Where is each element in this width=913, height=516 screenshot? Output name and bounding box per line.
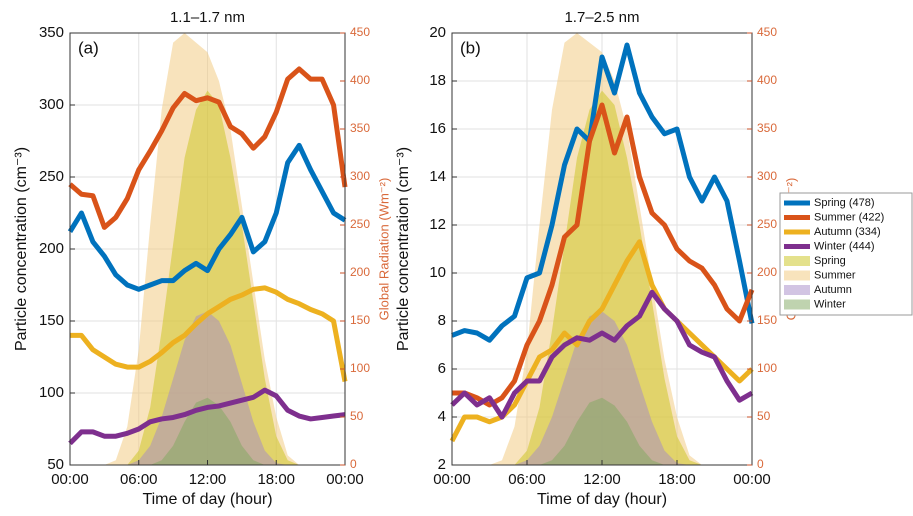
legend-label: Spring (478) — [814, 197, 875, 209]
legend-label: Winter — [814, 298, 846, 310]
y-tick-label: 16 — [429, 120, 446, 137]
x-tick-label: 00:00 — [326, 471, 364, 488]
radiation-area — [452, 90, 752, 465]
y2-tick-label: 300 — [757, 169, 777, 183]
y2-tick-label: 150 — [757, 313, 777, 327]
y2-tick-label: 100 — [350, 361, 370, 375]
radiation-area — [70, 397, 345, 465]
concentration-line — [67, 142, 347, 292]
radiation-area — [70, 311, 345, 465]
legend-label: Summer (422) — [814, 211, 884, 223]
concentration-line — [68, 387, 346, 446]
y2-tick-label: 50 — [757, 409, 771, 423]
legend-swatch — [784, 270, 810, 281]
legend-swatch — [784, 285, 810, 295]
y-tick-label: 300 — [39, 96, 64, 113]
legend-swatch — [784, 299, 810, 310]
radiation-area — [452, 311, 752, 465]
y-tick-label: 350 — [39, 24, 64, 41]
x-tick-label: 00:00 — [433, 471, 471, 488]
legend-label: Winter (444) — [814, 240, 875, 252]
y-tick-label: 50 — [47, 456, 64, 473]
radiation-area — [452, 397, 752, 465]
legend-label: Autumn — [814, 284, 852, 296]
y-tick-label: 14 — [429, 168, 446, 185]
y-tick-label: 6 — [438, 360, 446, 377]
y2-tick-label: 450 — [350, 25, 370, 39]
legend-label: Autumn (334) — [814, 226, 881, 238]
x-tick-label: 00:00 — [51, 471, 89, 488]
chart-title: 1.7–2.5 nm — [564, 9, 639, 26]
chart-title: 1.1–1.7 nm — [170, 9, 245, 26]
y-tick-label: 10 — [429, 264, 446, 281]
concentration-line — [450, 289, 754, 420]
x-tick-label: 00:00 — [733, 471, 771, 488]
y-tick-label: 2 — [438, 456, 446, 473]
x-tick-label: 12:00 — [583, 471, 621, 488]
y-tick-label: 18 — [429, 72, 446, 89]
legend-swatch — [784, 256, 810, 266]
concentration-line — [451, 42, 755, 343]
y-tick-label: 150 — [39, 312, 64, 329]
y2-tick-label: 450 — [757, 25, 777, 39]
y2-tick-label: 200 — [757, 265, 777, 279]
y2-tick-label: 350 — [350, 121, 370, 135]
panel-label: (b) — [460, 38, 481, 57]
y2-axis-label: Global Radiation (Wm⁻²) — [376, 178, 391, 321]
y-tick-label: 250 — [39, 168, 64, 185]
y2-tick-label: 400 — [350, 73, 370, 87]
y-tick-label: 100 — [39, 384, 64, 401]
y2-tick-label: 300 — [350, 169, 370, 183]
y2-tick-label: 250 — [757, 217, 777, 231]
x-tick-label: 18:00 — [658, 471, 696, 488]
x-tick-label: 18:00 — [257, 471, 295, 488]
concentration-line — [452, 102, 755, 408]
y-tick-label: 200 — [39, 240, 64, 257]
y-axis-label: Particle concentration (cm⁻³) — [13, 147, 30, 351]
y2-tick-label: 400 — [757, 73, 777, 87]
x-axis-label: Time of day (hour) — [537, 491, 667, 508]
y2-tick-label: 0 — [350, 457, 357, 471]
y-axis-label: Particle concentration (cm⁻³) — [395, 147, 412, 351]
y2-tick-label: 50 — [350, 409, 364, 423]
legend-label: Summer — [814, 269, 856, 281]
y2-tick-label: 250 — [350, 217, 370, 231]
y-tick-label: 4 — [438, 408, 446, 425]
x-tick-label: 06:00 — [508, 471, 546, 488]
y2-tick-label: 100 — [757, 361, 777, 375]
legend-label: Spring — [814, 255, 846, 267]
y-tick-label: 20 — [429, 24, 446, 41]
y2-tick-label: 200 — [350, 265, 370, 279]
radiation-area — [70, 90, 345, 465]
y2-tick-label: 350 — [757, 121, 777, 135]
y-tick-label: 12 — [429, 216, 446, 233]
x-tick-label: 06:00 — [120, 471, 158, 488]
x-axis-label: Time of day (hour) — [142, 491, 272, 508]
panel-label: (a) — [78, 38, 99, 57]
y2-tick-label: 150 — [350, 313, 370, 327]
x-tick-label: 12:00 — [189, 471, 227, 488]
y-tick-label: 8 — [438, 312, 446, 329]
y2-tick-label: 0 — [757, 457, 764, 471]
concentration-line — [68, 66, 348, 230]
concentration-line — [70, 285, 348, 382]
